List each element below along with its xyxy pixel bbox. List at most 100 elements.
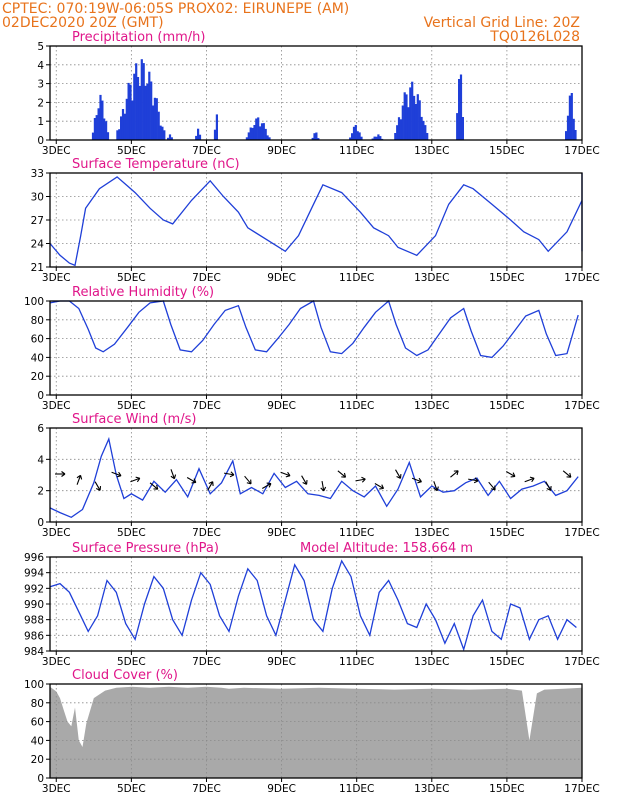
y-tick-label: 1 bbox=[37, 116, 44, 128]
y-tick-label: 0 bbox=[37, 517, 44, 529]
x-tick-label: 17DEC bbox=[564, 145, 599, 157]
x-tick-label: 13DEC bbox=[414, 527, 449, 539]
x-tick-label: 15DEC bbox=[489, 783, 524, 795]
precipitation-bar bbox=[253, 125, 256, 140]
wind-arrow bbox=[395, 469, 402, 479]
header-model-code: TQ0126L028 bbox=[489, 29, 580, 45]
x-tick-label: 3DEC bbox=[42, 145, 71, 157]
x-tick-label: 11DEC bbox=[339, 145, 374, 157]
y-tick-label: 30 bbox=[31, 192, 44, 204]
precipitation-bar bbox=[195, 135, 198, 140]
y-tick-label: 27 bbox=[31, 215, 44, 227]
x-tick-label: 13DEC bbox=[414, 656, 449, 668]
precipitation-bar bbox=[422, 120, 425, 140]
precipitation-bar bbox=[135, 63, 138, 140]
x-tick-label: 11DEC bbox=[339, 783, 374, 795]
precipitation-bar bbox=[405, 94, 408, 140]
precipitation-bar bbox=[144, 85, 147, 140]
precipitation-bar bbox=[150, 81, 153, 140]
x-tick-label: 7DEC bbox=[192, 145, 221, 157]
plot-frame bbox=[49, 683, 583, 779]
precipitation-bar bbox=[566, 115, 570, 140]
precipitation-bar bbox=[121, 109, 125, 140]
x-tick-label: 3DEC bbox=[42, 272, 71, 284]
precipitation-bar bbox=[416, 94, 419, 140]
precipitation-bar bbox=[215, 114, 218, 140]
precipitation-bar bbox=[373, 136, 376, 140]
precipitation-bar bbox=[133, 73, 136, 140]
x-tick-label: 9DEC bbox=[267, 272, 296, 284]
wind-direction-arrows bbox=[55, 469, 572, 492]
precipitation-bar bbox=[116, 130, 119, 140]
precipitation-bar bbox=[161, 126, 164, 140]
y-tick-label: 2 bbox=[37, 97, 44, 109]
x-tick-label: 15DEC bbox=[489, 527, 524, 539]
x-tick-label: 9DEC bbox=[267, 400, 296, 412]
wind-arrow bbox=[301, 475, 308, 485]
y-tick-label: 20 bbox=[31, 371, 44, 383]
precipitation-bar bbox=[424, 125, 427, 140]
y-tick-label: 984 bbox=[24, 646, 44, 658]
wind-arrow bbox=[355, 476, 366, 483]
x-tick-label: 13DEC bbox=[414, 783, 449, 795]
precipitation-bar bbox=[155, 98, 158, 140]
wind-arrow bbox=[337, 470, 347, 478]
x-tick-label: 11DEC bbox=[339, 527, 374, 539]
y-tick-label: 988 bbox=[24, 615, 44, 627]
tick-labels: 21 24 27 30 33 3DEC 5DEC 7DEC 9DEC 11DEC 13DEC 15DE… bbox=[31, 168, 600, 284]
x-tick-label: 7DEC bbox=[192, 656, 221, 668]
precipitation-bar bbox=[140, 59, 143, 141]
precipitation-bar bbox=[148, 71, 151, 140]
x-tick-label: 7DEC bbox=[192, 272, 221, 284]
precipitation-bar bbox=[198, 134, 202, 140]
precipitation-bars bbox=[91, 59, 577, 141]
wind-arrow bbox=[244, 475, 252, 485]
precipitation-bar bbox=[401, 105, 404, 140]
plot-frame bbox=[49, 427, 583, 523]
x-tick-label: 7DEC bbox=[192, 527, 221, 539]
x-tick-label: 5DEC bbox=[117, 272, 146, 284]
y-tick-label: 6 bbox=[37, 423, 44, 435]
precipitation-bar bbox=[356, 131, 359, 140]
precipitation-bar bbox=[247, 132, 250, 140]
precipitation-bar bbox=[159, 125, 162, 140]
precipitation-bar bbox=[97, 108, 100, 140]
precipitation-bar bbox=[245, 137, 248, 140]
panel-surface-temperature: Surface Temperature (nC) 21 24 27 30 33 3DEC 5… bbox=[31, 157, 600, 284]
precipitation-bar bbox=[360, 136, 363, 140]
precipitation-bar bbox=[106, 132, 110, 140]
precipitation-bar bbox=[95, 115, 98, 140]
y-tick-label: 40 bbox=[31, 352, 44, 364]
wind-arrow bbox=[524, 476, 535, 483]
x-tick-label: 13DEC bbox=[414, 400, 449, 412]
panel-title: Precipitation (mm/h) bbox=[72, 30, 205, 45]
y-tick-label: 21 bbox=[31, 262, 44, 274]
wind-arrow bbox=[149, 482, 159, 490]
precipitation-bar bbox=[313, 133, 316, 140]
x-tick-label: 5DEC bbox=[117, 145, 146, 157]
x-tick-label: 15DEC bbox=[489, 272, 524, 284]
grid-layer bbox=[50, 428, 582, 522]
panel-title: Surface Pressure (hPa) bbox=[72, 541, 219, 556]
precipitation-bar bbox=[170, 137, 173, 140]
precipitation-bar bbox=[317, 138, 320, 140]
x-tick-label: 17DEC bbox=[564, 527, 599, 539]
wind-arrow bbox=[76, 474, 83, 485]
x-tick-label: 9DEC bbox=[267, 783, 296, 795]
precipitation-bar bbox=[93, 118, 96, 140]
precipitation-bar bbox=[103, 118, 106, 140]
precipitation-bar bbox=[260, 123, 264, 140]
precipitation-bar bbox=[157, 111, 160, 140]
x-tick-label: 7DEC bbox=[192, 783, 221, 795]
y-tick-label: 2 bbox=[37, 486, 44, 498]
plot-frame bbox=[49, 45, 583, 141]
precipitation-bar bbox=[99, 94, 102, 140]
plot-frame bbox=[49, 300, 583, 396]
tick-labels: 0 1 2 3 4 5 3DEC 5DEC 7DEC 9DEC 11DEC 13DEC 15DEC 17D… bbox=[37, 41, 599, 157]
precipitation-bar bbox=[565, 131, 568, 140]
precipitation-bar bbox=[570, 93, 573, 140]
x-tick-label: 13DEC bbox=[414, 145, 449, 157]
y-tick-label: 100 bbox=[24, 296, 44, 308]
wind-arrow bbox=[111, 471, 122, 478]
